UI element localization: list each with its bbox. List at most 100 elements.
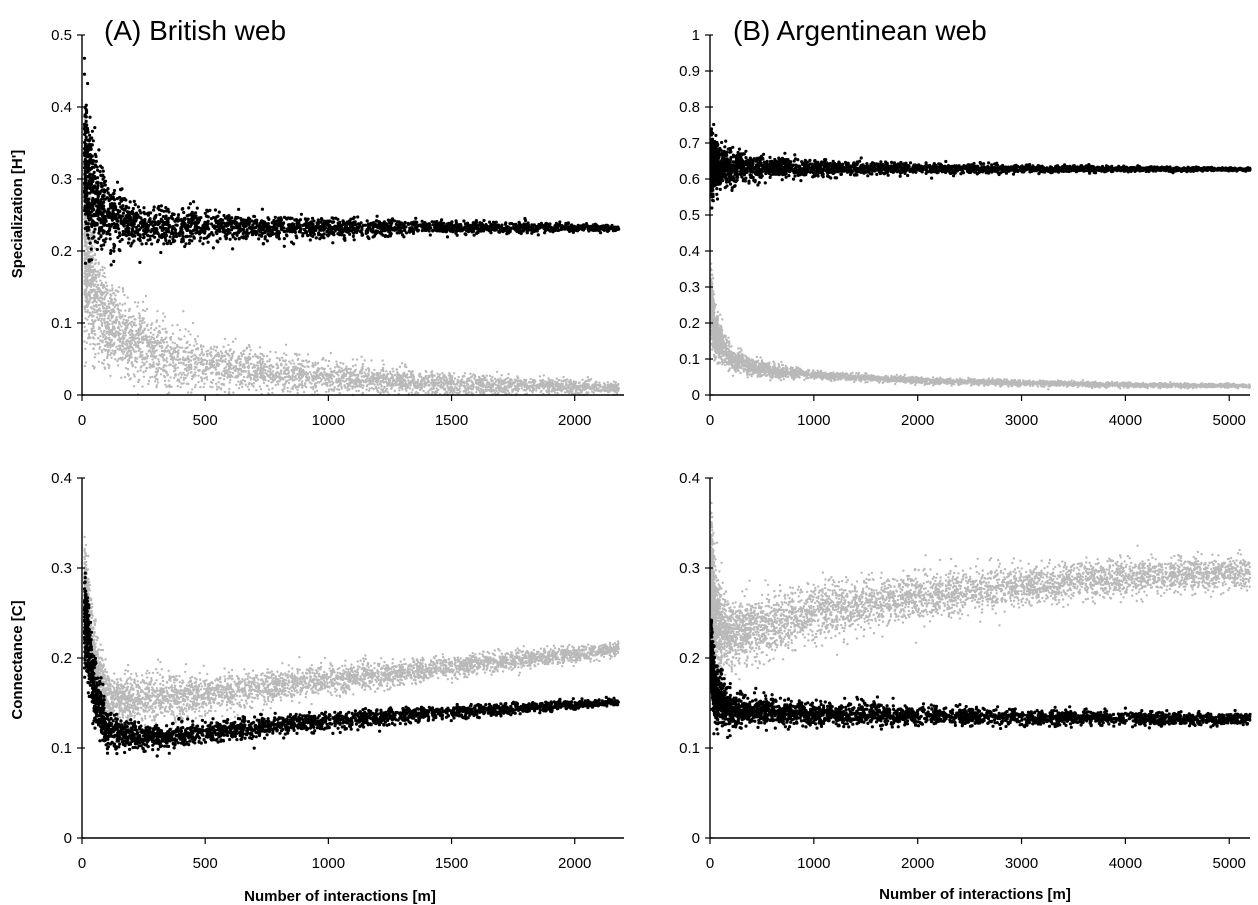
data-point (255, 389, 258, 392)
data-point (144, 294, 148, 298)
data-point (185, 363, 188, 367)
data-point (531, 378, 535, 382)
data-point (304, 382, 307, 385)
data-point (160, 338, 163, 342)
data-point (87, 336, 90, 340)
data-point (259, 368, 262, 372)
data-point (329, 351, 332, 355)
data-point (89, 285, 93, 288)
data-point (165, 359, 168, 362)
data-point (367, 389, 371, 392)
data-point (594, 383, 598, 387)
data-point (128, 329, 132, 333)
data-point (109, 311, 112, 315)
data-point (153, 345, 156, 348)
data-point (305, 373, 308, 377)
data-point (222, 378, 226, 381)
data-point (242, 370, 245, 373)
data-point (147, 328, 150, 332)
data-point (585, 386, 588, 389)
data-point (586, 379, 590, 382)
data-point (150, 242, 154, 246)
data-point (163, 379, 167, 382)
data-point (162, 312, 165, 315)
data-point (129, 346, 132, 349)
data-point (200, 350, 204, 354)
data-point (308, 238, 312, 242)
data-point (403, 371, 406, 375)
data-point (162, 341, 166, 344)
data-point (238, 357, 241, 360)
data-point (225, 371, 228, 374)
data-point (398, 365, 402, 368)
data-point (84, 265, 87, 268)
data-point (154, 374, 157, 378)
data-point (424, 377, 427, 380)
data-point (127, 323, 130, 326)
data-point (92, 329, 95, 333)
data-point (159, 373, 163, 376)
data-point (354, 373, 357, 376)
data-point (206, 352, 209, 356)
data-point (112, 259, 116, 263)
data-point (229, 371, 232, 374)
data-point (190, 377, 194, 381)
data-point (108, 296, 112, 300)
data-point (509, 383, 513, 386)
data-point (222, 345, 225, 349)
data-point (184, 357, 187, 361)
data-point (92, 337, 96, 340)
data-point (528, 389, 532, 392)
data-point (511, 389, 515, 392)
data-point (165, 336, 168, 339)
data-point (182, 382, 185, 385)
data-point (353, 378, 357, 381)
data-point (107, 317, 110, 320)
data-point (246, 361, 249, 364)
data-point (501, 387, 504, 390)
data-point (119, 340, 122, 344)
data-point (133, 321, 136, 324)
data-point (184, 376, 187, 380)
data-point (187, 358, 191, 361)
data-point (98, 326, 101, 330)
data-point (155, 349, 158, 352)
data-point (111, 349, 114, 352)
data-point (85, 329, 88, 332)
data-point (200, 379, 203, 383)
data-point (494, 380, 498, 383)
data-point (313, 390, 317, 394)
data-point (256, 361, 259, 364)
data-point (109, 353, 112, 357)
data-point (224, 350, 228, 353)
data-point (388, 380, 392, 383)
data-point (136, 341, 139, 344)
data-point (368, 380, 372, 383)
data-point (234, 365, 238, 368)
data-point (189, 333, 192, 336)
data-point (323, 368, 326, 371)
data-point (202, 354, 205, 357)
data-point (84, 299, 87, 302)
data-point (156, 378, 159, 381)
data-point (574, 385, 577, 388)
data-point (444, 375, 447, 379)
data-point (200, 357, 203, 360)
data-point (164, 330, 167, 334)
data-point (490, 377, 493, 381)
data-point (355, 389, 358, 393)
data-point (171, 341, 174, 344)
data-point (604, 386, 608, 389)
data-point (94, 258, 97, 262)
data-point (262, 381, 266, 385)
data-point (432, 387, 435, 390)
data-point (181, 346, 184, 349)
data-point (259, 352, 262, 355)
data-point (405, 389, 408, 392)
data-point (172, 356, 175, 359)
data-point (139, 369, 142, 372)
data-point (377, 390, 380, 394)
data-point (403, 378, 406, 382)
data-point (187, 372, 190, 375)
data-point (103, 272, 106, 275)
